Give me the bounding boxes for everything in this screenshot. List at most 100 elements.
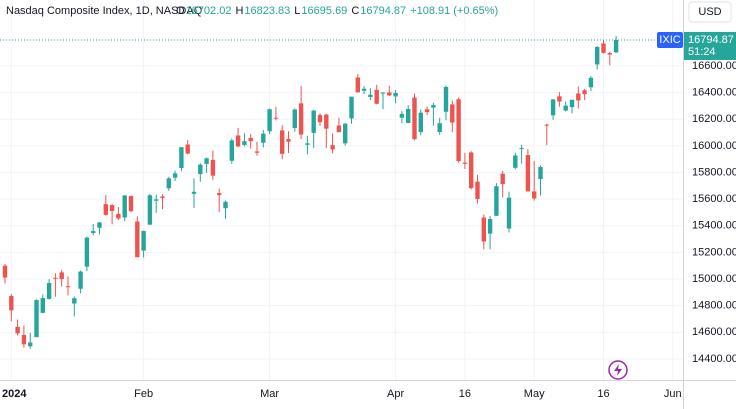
- candle-body: [46, 283, 52, 299]
- candle-body: [128, 196, 134, 212]
- candle-body: [179, 147, 184, 168]
- candle-body: [443, 86, 449, 112]
- y-tick-label: 16600.00: [692, 60, 736, 72]
- countdown: 51:24: [688, 46, 716, 58]
- candle-body: [374, 89, 379, 104]
- candle-body: [613, 39, 619, 53]
- symbol-tag: [657, 31, 683, 48]
- x-tick-label: Mar: [260, 388, 279, 400]
- candle-body: [135, 221, 140, 258]
- y-tick-label: 16400.00: [692, 86, 736, 98]
- legend-value: 16823.83: [244, 5, 290, 17]
- candle-body: [248, 137, 253, 142]
- chart-title: Nasdaq Composite Index, 1D, NASDAQ: [6, 5, 203, 17]
- y-tick-label: 15400.00: [692, 220, 736, 232]
- x-tick-label: 2024: [2, 388, 27, 400]
- candle-body: [437, 123, 442, 132]
- candle-body: [154, 199, 159, 201]
- candle-body: [550, 99, 556, 116]
- candle-body: [481, 217, 486, 242]
- candle-body: [519, 148, 524, 150]
- candle-body: [343, 123, 348, 144]
- candle-body: [330, 145, 335, 150]
- candle-body: [280, 130, 285, 154]
- y-tick-label: 16200.00: [692, 113, 736, 125]
- candle-body: [166, 178, 171, 189]
- candle-body: [361, 88, 367, 91]
- x-tick-label: 16: [459, 388, 471, 400]
- legend-label: L: [294, 5, 300, 17]
- currency[interactable]: USD: [698, 6, 721, 18]
- candle-body: [223, 201, 228, 209]
- y-tick-label: 14600.00: [692, 326, 736, 338]
- legend-value: 16702.02: [186, 5, 232, 17]
- candle-body: [525, 155, 531, 192]
- candle-body: [147, 195, 153, 225]
- candle-body: [595, 46, 600, 65]
- candle-body: [393, 92, 398, 97]
- candle-body: [469, 152, 474, 189]
- y-tick-label: 16000.00: [692, 140, 736, 152]
- candle-body: [569, 99, 575, 108]
- x-tick-label: 16: [597, 388, 609, 400]
- candle-body: [355, 77, 360, 93]
- candle-body: [254, 151, 260, 153]
- candle-body: [292, 109, 297, 128]
- legend-label: C: [351, 5, 359, 17]
- candle-body: [588, 77, 594, 88]
- candle-body: [506, 197, 512, 229]
- candle-body: [97, 222, 102, 228]
- candle-body: [607, 53, 612, 55]
- candle-body: [538, 167, 543, 180]
- candle-body: [544, 124, 549, 126]
- currency-box[interactable]: [688, 1, 732, 23]
- candle-body: [28, 342, 33, 347]
- ohlc-legend: O 16702.02 H 16823.83 L 16695.69 C 16794.87 +108…: [176, 5, 498, 17]
- candle-body: [456, 99, 461, 162]
- candle-body: [532, 191, 537, 199]
- candle-body: [191, 191, 197, 194]
- y-tick-label: 15800.00: [692, 166, 736, 178]
- candle-body: [387, 92, 392, 96]
- x-tick-label: May: [524, 388, 545, 400]
- candle-body: [210, 159, 216, 176]
- candle-body: [557, 96, 562, 102]
- candle-body: [399, 113, 405, 118]
- candle-body: [273, 117, 279, 119]
- candles: [0, 36, 683, 349]
- candle-body: [336, 125, 342, 133]
- candle-body: [172, 173, 178, 178]
- legend-label: O: [176, 5, 185, 17]
- candle-body: [34, 299, 39, 338]
- candle-body: [368, 94, 373, 97]
- axes: 14400.00 14600.00 14800.00 15000.00 15200.00…: [2, 60, 736, 400]
- candle-body: [475, 181, 480, 199]
- candle-body: [298, 103, 304, 135]
- candle-body: [424, 109, 430, 113]
- candle-body: [242, 141, 247, 145]
- candle-body: [103, 204, 108, 215]
- candle-body: [311, 110, 316, 133]
- candle-body: [109, 205, 115, 211]
- y-tick-label: 15200.00: [692, 246, 736, 258]
- candle-body: [2, 265, 8, 278]
- candle-body: [198, 164, 203, 175]
- candle-body: [15, 326, 20, 334]
- candle-body: [141, 230, 146, 251]
- candle-body: [582, 90, 587, 95]
- x-tick-label: Jun: [664, 388, 682, 400]
- candle-body: [229, 140, 234, 161]
- candle-body: [78, 271, 83, 289]
- candle-body: [267, 109, 272, 132]
- candle-body: [324, 114, 329, 129]
- candle-body: [40, 298, 45, 313]
- candle-body: [65, 286, 71, 288]
- candle-body: [21, 334, 27, 345]
- logo-bolt: [614, 364, 622, 376]
- candle-body: [261, 133, 266, 143]
- price-tag-value: 16794.87: [688, 34, 734, 46]
- y-tick-label: 14800.00: [692, 300, 736, 312]
- candle-body: [431, 105, 436, 108]
- candle-body: [576, 93, 581, 101]
